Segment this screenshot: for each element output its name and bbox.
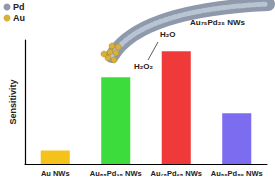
svg-text:Sensitivity: Sensitivity — [8, 79, 18, 124]
svg-text:Au₇₅Pd₂₅ NWs: Au₇₅Pd₂₅ NWs — [150, 169, 202, 178]
svg-text:H₂O: H₂O — [160, 30, 176, 39]
svg-text:Au₈₅Pd₁₅ NWs: Au₈₅Pd₁₅ NWs — [90, 169, 142, 178]
svg-text:Pd: Pd — [13, 2, 25, 12]
svg-text:Au₅₀Pd₅₀ NWs: Au₅₀Pd₅₀ NWs — [211, 169, 263, 178]
svg-text:Au₇₅Pd₂₅ NWs: Au₇₅Pd₂₅ NWs — [190, 18, 246, 27]
svg-text:H₂O₂: H₂O₂ — [134, 62, 154, 71]
svg-text:Au: Au — [13, 13, 25, 23]
svg-text:Au NWs: Au NWs — [41, 169, 70, 178]
